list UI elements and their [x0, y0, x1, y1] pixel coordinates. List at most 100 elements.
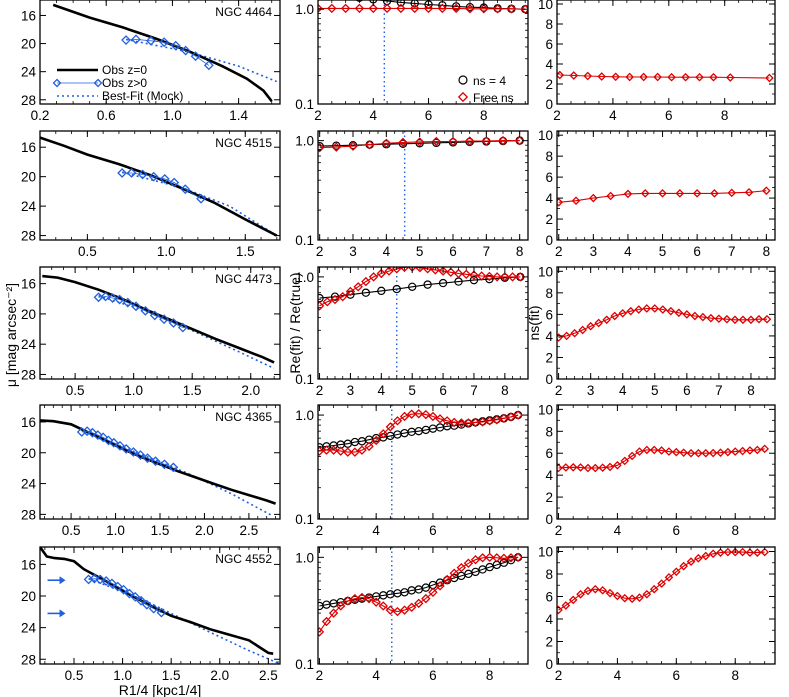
y-tick-label: 1.0 — [295, 134, 314, 149]
ns-fit-point — [649, 584, 659, 594]
y-tick-label: 16 — [21, 140, 36, 155]
x-tick-label: 8 — [501, 383, 509, 398]
free-ns-point — [354, 3, 365, 14]
y-tick-label: 24 — [21, 199, 37, 214]
ns-fit-point — [634, 305, 644, 314]
free-ns-point — [399, 605, 410, 615]
ns-fit-point — [760, 444, 770, 454]
obs-zgt0-point — [118, 584, 129, 595]
ns-fit-point — [568, 595, 578, 605]
ns-fit-point — [753, 445, 762, 455]
ns-fit-point — [635, 593, 644, 602]
re-ratio-frame — [317, 546, 529, 665]
ns-fit-point — [611, 72, 621, 82]
re-ratio-plot-area — [318, 267, 525, 379]
y-tick-label: 0.1 — [295, 657, 314, 672]
x-tick-label: 0.5 — [78, 244, 97, 259]
x-tick-label: 8 — [763, 244, 771, 259]
ns-fit-point — [568, 462, 578, 472]
ns4-point — [471, 567, 480, 577]
y-tick-label: 2 — [545, 212, 553, 227]
free-ns-point — [353, 282, 363, 292]
ns-fit-point — [695, 72, 704, 82]
ns-fit-frame — [556, 0, 776, 105]
free-ns-point — [492, 553, 502, 563]
x-tick-label: 4 — [372, 523, 380, 538]
ns-fit-point — [561, 601, 571, 610]
ns-fit-point — [561, 463, 571, 472]
ns-fit-point — [706, 313, 716, 323]
x-tick-label: 6 — [425, 108, 433, 123]
ns-fit-point — [557, 463, 563, 473]
arrow-icon — [59, 576, 66, 585]
y-tick-label: 8 — [545, 149, 553, 164]
y-tick-label: 4 — [545, 612, 553, 627]
profile-panel: 16 20 24 28 0.5 1.0 1.5 2.0 2.5 NGC 4552 — [21, 546, 281, 683]
free-ns-point — [399, 411, 410, 422]
ns-fit-point — [725, 73, 735, 82]
free-ns-point — [361, 276, 371, 287]
free-ns-point — [423, 3, 434, 14]
free-ns-point — [499, 413, 509, 424]
ns-fit-point — [723, 447, 733, 457]
x-tick-label: 0.5 — [62, 523, 81, 538]
y-tick-label: 20 — [21, 446, 36, 461]
obs-zgt0-point — [150, 456, 161, 467]
legend-obs-z0-label: Obs z=0 — [102, 63, 147, 77]
ns4-point — [410, 0, 419, 8]
obs-zgt0-point — [121, 35, 131, 45]
ns-fit-point — [667, 72, 676, 82]
ns-fit-point — [754, 314, 764, 324]
ns-fit-point — [681, 72, 690, 82]
ns4-point — [361, 288, 371, 297]
re-ratio-panel: 0.1 1.0 2 4 6 8 ns = 4 Free ns — [295, 0, 529, 123]
free-ns-point — [357, 592, 367, 603]
arrow-icon — [59, 609, 66, 618]
y-tick-label: 4 — [545, 191, 553, 206]
obs-zgt0-point — [121, 443, 132, 454]
x-tick-label: 2 — [316, 383, 324, 398]
ns-fit-point — [562, 331, 571, 341]
free-ns-point — [348, 141, 358, 151]
ns-fit-point — [682, 310, 692, 319]
ns-fit-frame — [556, 266, 776, 380]
y-tick-label: 2 — [545, 77, 553, 92]
x-tick-label: 7 — [715, 383, 723, 398]
x-tick-label: 4 — [619, 383, 627, 398]
y-tick-label: 10 — [538, 545, 553, 560]
ns-fit-point — [606, 191, 615, 201]
x-axis-title-r: R1/4 [kpc1/4] — [119, 682, 202, 697]
obs-zgt0-line — [122, 172, 202, 200]
re-ratio-panel: 0.1 1.0 2 3 4 5 6 7 8 — [295, 266, 529, 398]
y-tick-label: 20 — [21, 37, 36, 52]
free-ns-point — [322, 297, 332, 307]
re-ratio-panel: 0.1 1.0 2 4 6 8 — [295, 404, 529, 538]
profile-frame — [39, 546, 281, 665]
y-tick-label: 0.1 — [295, 97, 314, 112]
ns-fit-point — [664, 447, 674, 456]
ns-fit-point — [640, 189, 650, 198]
free-ns-point — [456, 562, 467, 573]
best-fit-line — [88, 577, 280, 664]
y-axis-title-ns: ns(fit) — [526, 306, 542, 341]
x-tick-label: 1.0 — [124, 383, 143, 398]
ns-fit-point — [590, 463, 600, 473]
ns-fit-point — [623, 189, 633, 199]
free-ns-point — [461, 269, 471, 280]
y-tick-label: 28 — [21, 507, 36, 522]
x-tick-label: 1.0 — [157, 244, 176, 259]
obs-zgt0-point — [149, 310, 160, 321]
obs-zgt0-point — [168, 318, 179, 328]
obs-zgt0-point — [169, 177, 180, 188]
ns-fit-point — [658, 305, 668, 314]
y-tick-label: 16 — [21, 8, 36, 23]
ns-fit-point — [586, 321, 595, 331]
free-ns-point — [378, 601, 388, 611]
free-ns-point — [492, 415, 502, 425]
legend-obs-zgt0-marker — [93, 78, 103, 88]
ns-fit-line — [559, 74, 770, 79]
ns4-point — [478, 565, 487, 574]
obs-zgt0-point — [100, 291, 111, 302]
obs-zgt0-point — [98, 432, 109, 443]
